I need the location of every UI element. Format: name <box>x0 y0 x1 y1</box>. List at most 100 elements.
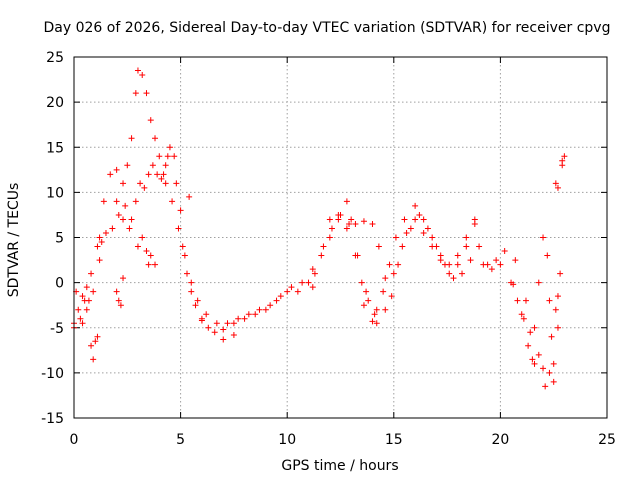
fourth-trace-point <box>128 216 135 223</box>
secondary-trace-point <box>141 184 148 191</box>
main-trace-point <box>401 216 408 223</box>
secondary-trace-point <box>113 198 120 205</box>
main-trace-point <box>166 144 173 151</box>
y-tick-label: -15 <box>41 411 64 427</box>
fourth-trace-point <box>139 234 146 241</box>
secondary-trace-point <box>132 198 139 205</box>
main-trace-point <box>147 117 154 124</box>
scatter-points-point <box>522 297 529 304</box>
scatter-points-point <box>230 331 237 338</box>
fourth-trace-point <box>83 306 90 313</box>
main-trace-point <box>318 252 325 259</box>
plot-frame <box>73 56 608 419</box>
scatter-points-point <box>550 360 557 367</box>
main-trace-point <box>420 216 427 223</box>
main-trace-point <box>162 162 169 169</box>
main-trace-point <box>230 320 237 327</box>
axis-ticks: 0 5 10 15 20 25 -15 -10 -5 0 5 10 15 20 25 <box>41 50 616 448</box>
secondary-trace-point <box>267 302 274 309</box>
secondary-trace-point <box>194 297 201 304</box>
tertiary-trace-point <box>343 225 350 232</box>
secondary-trace-point <box>399 243 406 250</box>
scatter-points-point <box>94 333 101 340</box>
secondary-trace-point <box>224 320 231 327</box>
main-trace-point <box>531 324 538 331</box>
main-trace-point <box>544 252 551 259</box>
main-trace-point <box>386 261 393 268</box>
scatter-points-point <box>527 329 534 336</box>
main-trace-point <box>107 171 114 178</box>
scatter-points-point <box>113 288 120 295</box>
main-trace-point <box>128 135 135 142</box>
scatter-points-point <box>554 293 561 300</box>
main-trace-point <box>463 243 470 250</box>
data-marks <box>71 67 568 390</box>
y-axis-label: SDTVAR / TECUs <box>6 183 22 298</box>
main-trace-point <box>546 297 553 304</box>
scatter-points-point <box>518 311 525 318</box>
secondary-trace-point <box>424 225 431 232</box>
secondary-trace-point <box>169 198 176 205</box>
tertiary-trace-point <box>360 218 367 225</box>
scatter-points-point <box>92 338 99 345</box>
main-trace-point <box>273 297 280 304</box>
y-tick-label: 5 <box>55 231 64 247</box>
secondary-trace-point <box>145 171 152 178</box>
main-trace-point <box>132 90 139 97</box>
tertiary-trace-point <box>388 293 395 300</box>
chart-title: Day 026 of 2026, Sidereal Day-to-day VTE… <box>44 20 611 36</box>
main-trace-point <box>192 302 199 309</box>
main-trace-point <box>205 324 212 331</box>
secondary-trace-point <box>235 315 242 322</box>
secondary-trace-point <box>363 288 370 295</box>
x-tick-label: 5 <box>176 432 185 448</box>
x-tick-label: 20 <box>491 432 509 448</box>
x-tick-label: 0 <box>70 432 79 448</box>
main-trace-point <box>540 234 547 241</box>
main-trace-point <box>188 288 195 295</box>
main-trace-point <box>113 166 120 173</box>
scatter-points-point <box>164 153 171 160</box>
secondary-trace-point <box>416 211 423 218</box>
y-tick-label: 25 <box>46 50 64 66</box>
fourth-trace-point <box>102 229 109 236</box>
scatter-points-point <box>79 293 86 300</box>
tertiary-trace-point <box>412 216 419 223</box>
main-trace-point <box>124 162 131 169</box>
scatter-points-point <box>160 171 167 178</box>
main-trace-point <box>77 315 84 322</box>
scatter-points-point <box>552 180 559 187</box>
main-trace-point <box>120 180 127 187</box>
tertiary-trace-point <box>326 216 333 223</box>
scatter-points-point <box>510 281 517 288</box>
scatter-points-point <box>198 317 205 324</box>
secondary-trace-point <box>382 306 389 313</box>
tertiary-trace-point <box>437 257 444 264</box>
scatter-points-point <box>542 383 549 390</box>
secondary-trace-point <box>154 171 161 178</box>
secondary-trace-point <box>459 270 466 277</box>
secondary-trace-point <box>188 279 195 286</box>
x-tick-label: 15 <box>385 432 403 448</box>
tertiary-trace-point <box>429 243 436 250</box>
tertiary-trace-point <box>335 211 342 218</box>
grid <box>74 57 607 418</box>
secondary-trace-point <box>467 257 474 264</box>
scatter-points-point <box>369 318 376 325</box>
fourth-trace-point <box>109 225 116 232</box>
x-axis-label: GPS time / hours <box>281 458 398 474</box>
tertiary-trace-point <box>375 243 382 250</box>
secondary-trace-point <box>488 266 495 273</box>
scatter-points-point <box>145 261 152 268</box>
scatter-points-point <box>535 351 542 358</box>
scatter-points-point <box>546 369 553 376</box>
secondary-trace-point <box>181 252 188 259</box>
scatter-points-point <box>83 284 90 291</box>
main-trace-point <box>358 279 365 286</box>
secondary-trace-point <box>299 279 306 286</box>
main-trace-point <box>380 288 387 295</box>
main-trace-point <box>550 378 557 385</box>
scatter-points-point <box>220 336 227 343</box>
main-trace-point <box>454 261 461 268</box>
tertiary-trace-point <box>352 220 359 227</box>
